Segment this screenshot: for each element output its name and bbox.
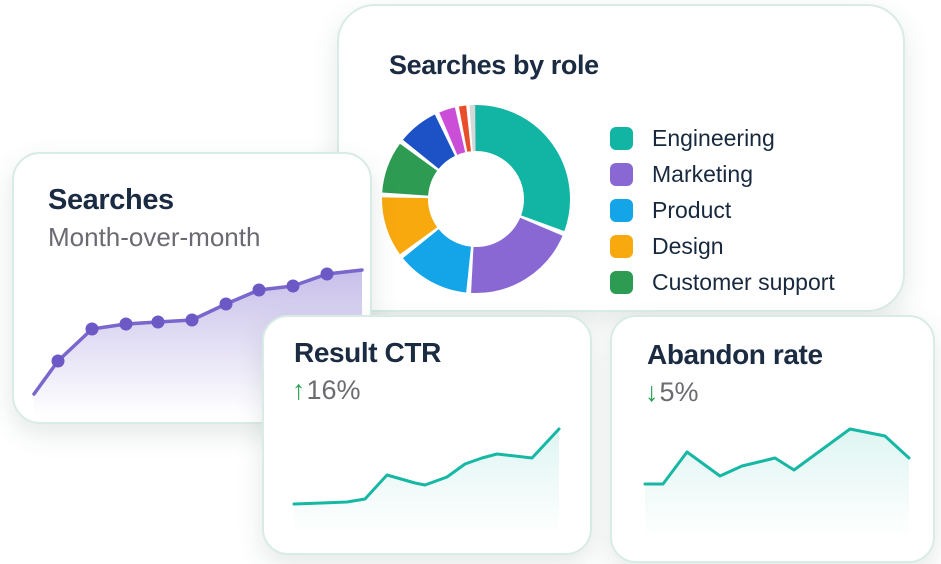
abandon-rate-delta: ↓ 5% [645, 377, 699, 408]
chart-data-point [51, 354, 65, 368]
chart-area-fill [294, 429, 559, 535]
legend-item: Engineering [610, 120, 835, 156]
result-ctr-delta-value: 16% [306, 375, 361, 405]
result-ctr-delta: ↑ 16% [292, 375, 361, 406]
chart-data-point [219, 297, 233, 311]
donut-segment [458, 105, 472, 152]
donut-segment [402, 114, 456, 170]
abandon-rate-delta-value: 5% [659, 377, 699, 407]
legend-swatch [610, 198, 633, 222]
legend-item: Marketing [610, 156, 835, 192]
up-arrow-icon: ↑ [292, 375, 306, 405]
donut-segment [472, 105, 570, 232]
abandon-rate-title: Abandon rate [647, 339, 823, 370]
chart-data-point [286, 279, 300, 293]
donut-segment [402, 228, 473, 293]
donut-segment [471, 216, 563, 293]
searches-by-role-title: Searches by role [389, 50, 599, 80]
searches-subtitle: Month-over-month [48, 222, 261, 252]
legend-label: Customer support [652, 268, 835, 295]
chart-data-point [320, 267, 334, 281]
chart-data-point [151, 315, 165, 329]
legend-label: Product [652, 196, 732, 223]
legend-label: Marketing [652, 160, 753, 187]
result-ctr-card: Result CTR ↑ 16% [262, 315, 592, 555]
chart-area-fill [645, 429, 909, 539]
legend-item: Design [610, 228, 835, 264]
donut-segment [382, 143, 438, 197]
legend-label: Engineering [652, 124, 775, 151]
abandon-rate-line-chart [643, 427, 911, 539]
legend-swatch [610, 126, 633, 150]
down-arrow-icon: ↓ [645, 377, 659, 407]
legend-swatch [610, 162, 633, 186]
donut-segment [382, 197, 438, 255]
donut-segment [439, 107, 466, 156]
chart-line [292, 427, 561, 506]
chart-data-point [185, 313, 199, 327]
legend-swatch [610, 270, 633, 294]
chart-line [643, 427, 911, 486]
legend-swatch [610, 234, 633, 258]
chart-data-point [85, 322, 99, 336]
result-ctr-title: Result CTR [294, 337, 441, 368]
result-ctr-line-chart [292, 427, 561, 535]
chart-data-point [119, 317, 133, 331]
searches-title: Searches [48, 184, 174, 216]
searches-by-role-card: Searches by role Engineering Marketing Pro… [337, 4, 905, 312]
abandon-rate-card: Abandon rate ↓ 5% [610, 315, 935, 563]
legend-item: Customer support [610, 264, 835, 300]
chart-data-point [252, 283, 266, 297]
donut-legend: Engineering Marketing Product Design Custome… [610, 120, 835, 300]
searches-by-role-donut-chart [382, 105, 570, 293]
searches-card: Searches Month-over-month [12, 152, 372, 424]
legend-label: Design [652, 232, 724, 259]
legend-item: Product [610, 192, 835, 228]
